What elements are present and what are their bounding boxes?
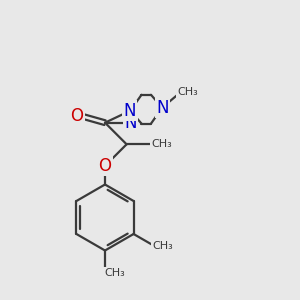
Text: CH₃: CH₃ — [152, 241, 173, 251]
Text: CH₃: CH₃ — [177, 87, 198, 97]
Text: N: N — [124, 114, 137, 132]
Text: CH₃: CH₃ — [151, 139, 172, 149]
Text: O: O — [70, 106, 84, 124]
Text: N: N — [157, 99, 169, 117]
Text: N: N — [124, 102, 136, 120]
Text: CH₃: CH₃ — [104, 268, 125, 278]
Text: O: O — [98, 157, 112, 175]
